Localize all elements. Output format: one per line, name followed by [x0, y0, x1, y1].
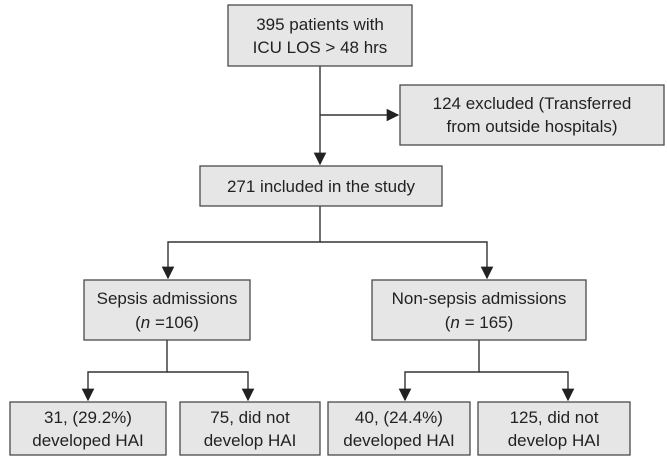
node: 125, did not develop HAI	[477, 401, 631, 456]
node-text: (n = 165)	[445, 313, 514, 332]
node: Sepsis admissions (n =106)	[83, 279, 251, 341]
connectors	[81, 66, 575, 402]
node-text: developed HAI	[32, 431, 144, 450]
arrow	[161, 206, 321, 280]
node-text: 125, did not	[510, 408, 599, 427]
box	[227, 4, 413, 67]
node: Non-sepsis admissions (n = 165)	[371, 279, 587, 341]
node-text: 31, (29.2%)	[44, 408, 132, 427]
box	[179, 401, 321, 456]
arrow	[479, 371, 575, 402]
box	[327, 401, 471, 456]
arrow	[167, 371, 255, 402]
box	[477, 401, 631, 456]
box	[371, 279, 587, 341]
node-text: develop HAI	[508, 431, 601, 450]
node: 75, did not develop HAI	[179, 401, 321, 456]
text-part: n	[450, 313, 459, 332]
arrow	[398, 340, 480, 402]
box	[9, 401, 167, 456]
text-part: (	[445, 313, 451, 332]
node-text: 40, (24.4%)	[355, 408, 443, 427]
node-text: ICU LOS > 48 hrs	[253, 38, 388, 57]
node-text: developed HAI	[343, 431, 455, 450]
arrow	[81, 340, 168, 402]
node: 124 excluded (Transferred from outside h…	[399, 84, 665, 146]
node-text: Sepsis admissions	[97, 289, 238, 308]
node-text: 271 included in the study	[227, 177, 416, 196]
node: 31, (29.2%) developed HAI	[9, 401, 167, 456]
node: 395 patients with ICU LOS > 48 hrs	[227, 4, 413, 67]
text-part: = 165)	[460, 313, 513, 332]
node-text: 75, did not	[210, 408, 290, 427]
node-text: 395 patients with	[256, 15, 384, 34]
node-text: from outside hospitals)	[446, 117, 617, 136]
box	[83, 279, 251, 341]
arrow	[320, 241, 494, 280]
node-text: 124 excluded (Transferred	[433, 94, 632, 113]
node: 271 included in the study	[199, 165, 443, 207]
box	[399, 84, 665, 146]
node-text: Non-sepsis admissions	[392, 289, 567, 308]
text-part: n	[141, 313, 150, 332]
node-text: develop HAI	[204, 431, 297, 450]
text-part: (	[135, 313, 141, 332]
text-part: =106)	[150, 313, 199, 332]
node: 40, (24.4%) developed HAI	[327, 401, 471, 456]
node-text: (n =106)	[135, 313, 199, 332]
box	[199, 165, 443, 207]
